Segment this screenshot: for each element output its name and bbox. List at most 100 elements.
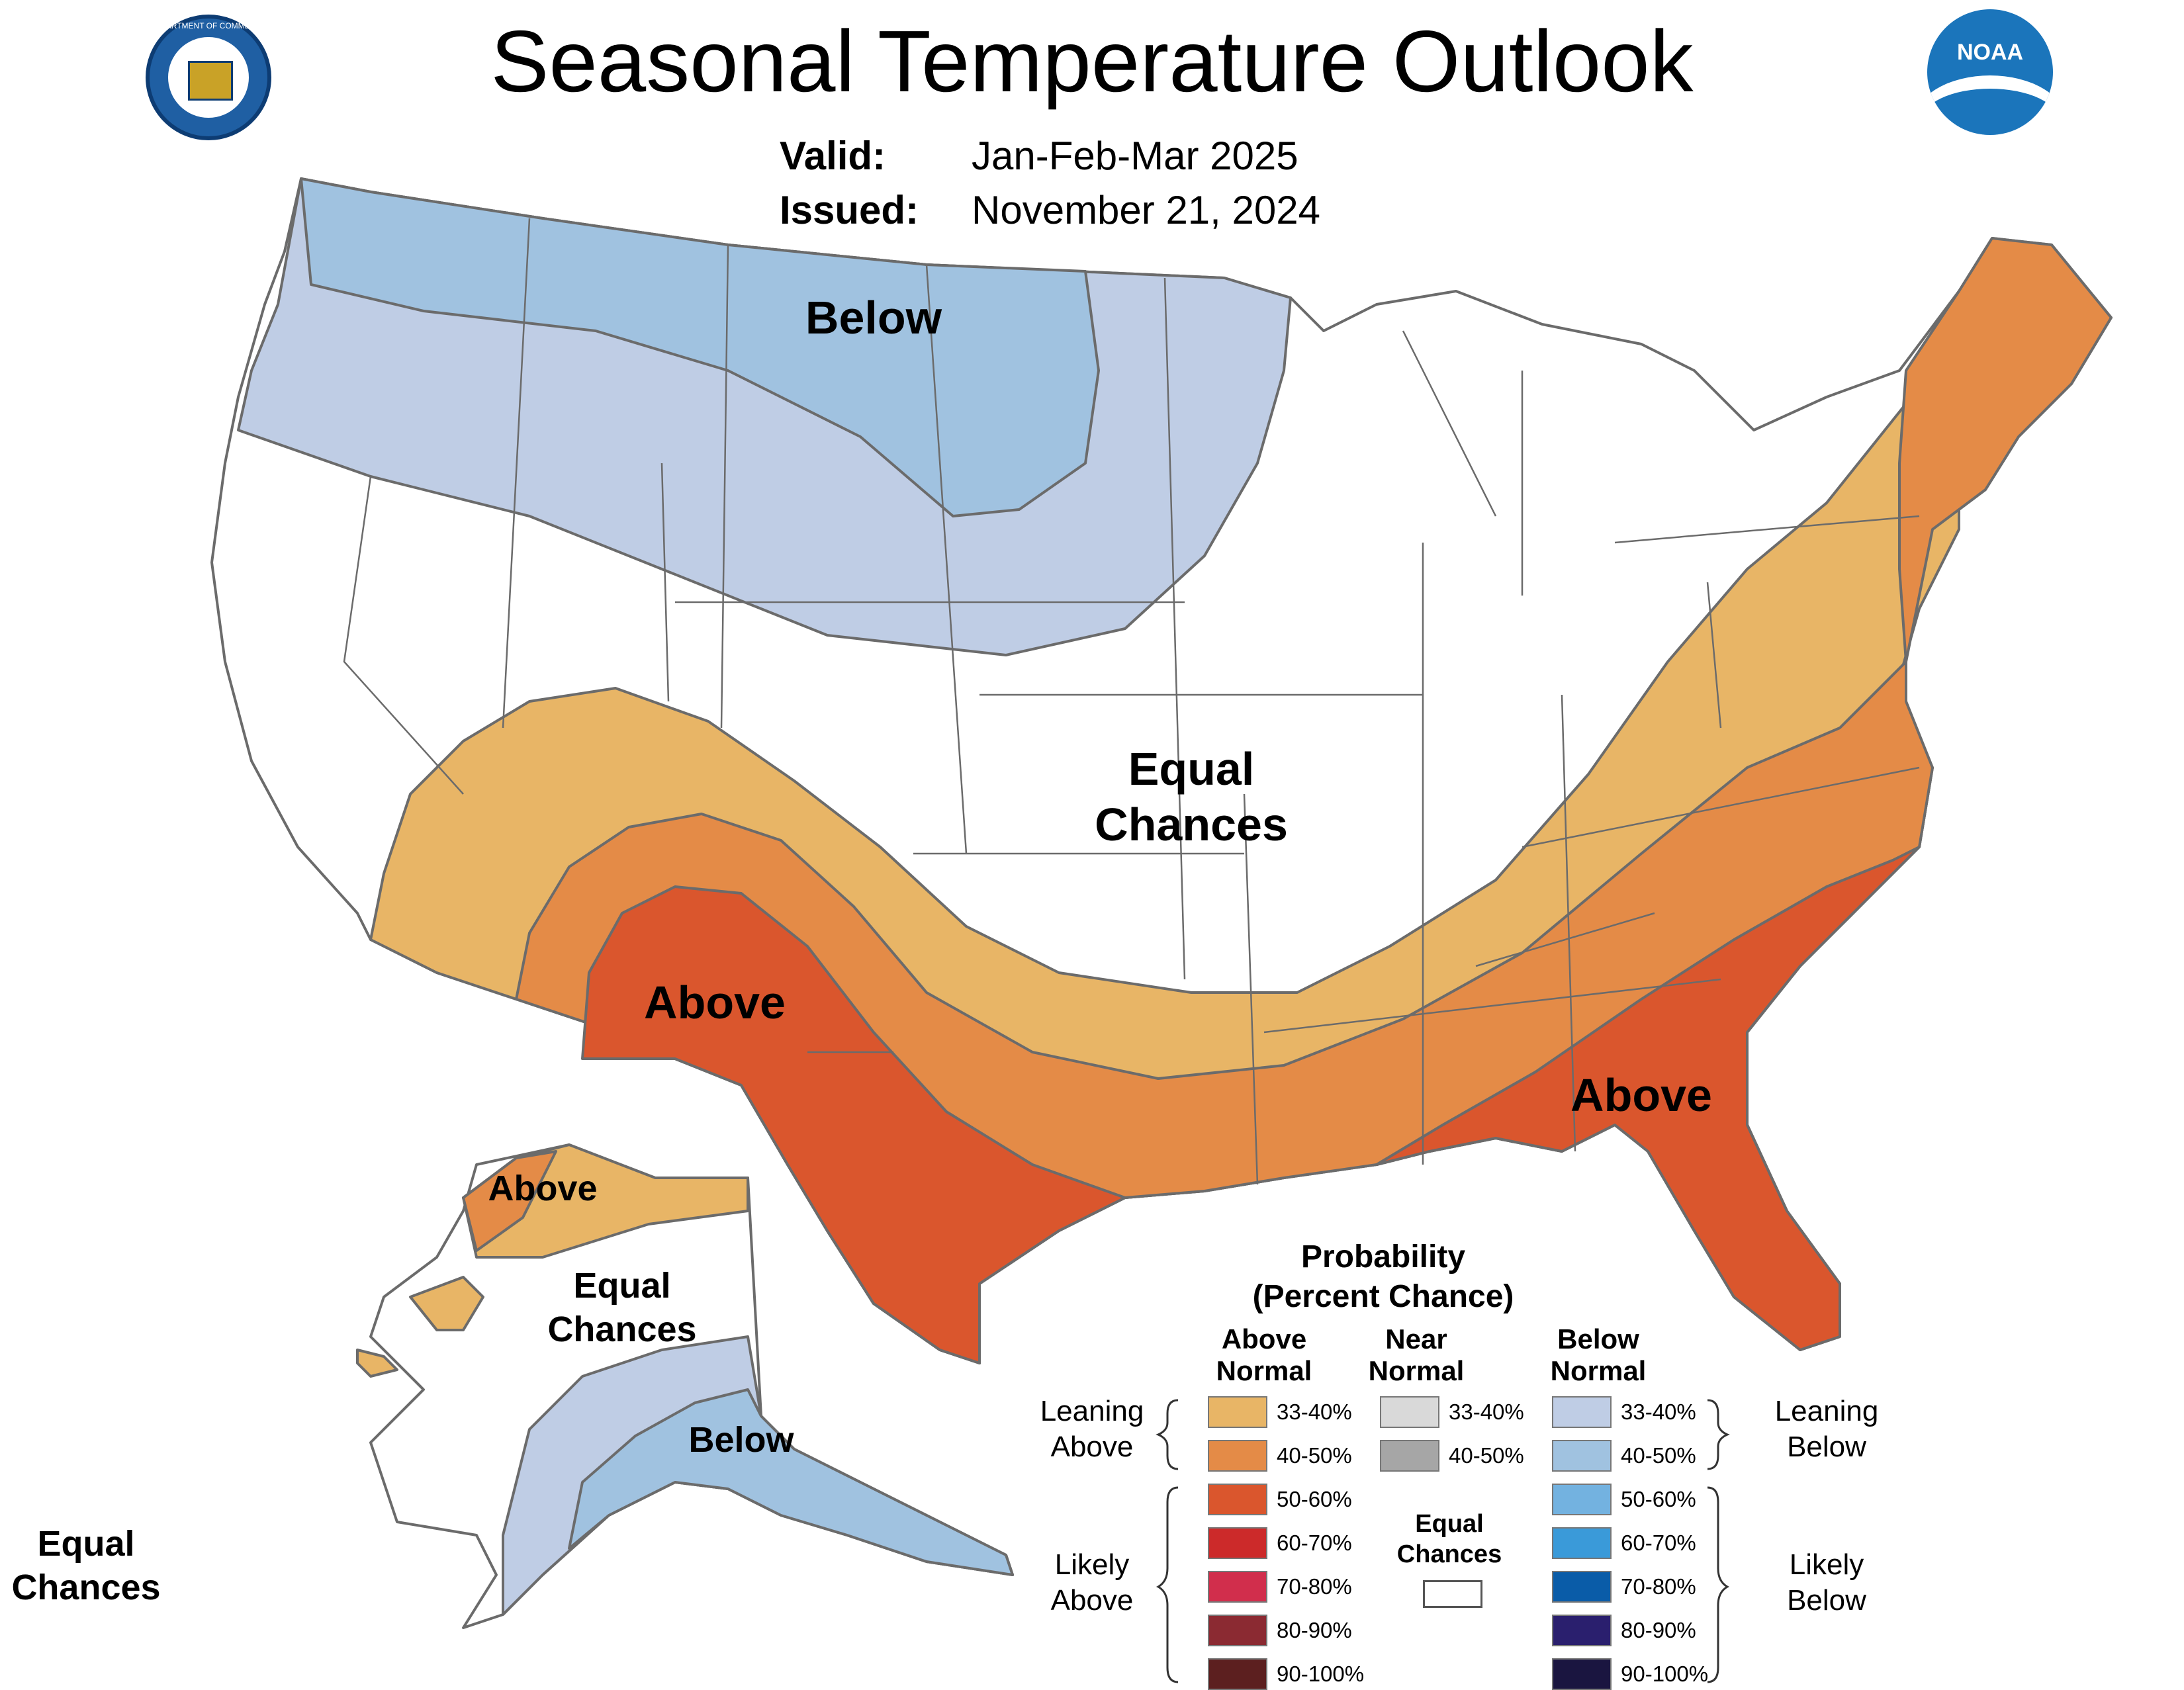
legend-likely-above-label: Likely Above bbox=[1019, 1547, 1165, 1619]
legend-near-head-2: Normal bbox=[1368, 1355, 1465, 1386]
legend-above-pct-4: 70-80% bbox=[1277, 1574, 1352, 1599]
legend-below-pct-2: 50-60% bbox=[1621, 1487, 1696, 1511]
legend-above-column: 33-40% 40-50% 50-60% 60-70% 70-80% 80-90% 90-1… bbox=[1208, 1396, 1367, 1690]
likely-above-line-1: Likely bbox=[1054, 1548, 1130, 1581]
aleutian-equal-line-2: Chances bbox=[11, 1568, 161, 1607]
conus-above-southeast-label: Above bbox=[1570, 1069, 1712, 1121]
issued-line: Issued: November 21, 2024 bbox=[780, 187, 1320, 234]
legend-below-swatch-0 bbox=[1552, 1396, 1612, 1428]
legend-below-swatch-2 bbox=[1552, 1484, 1612, 1515]
legend-below-swatch-5 bbox=[1552, 1615, 1612, 1646]
legend-above-swatch-6 bbox=[1208, 1658, 1267, 1690]
commerce-seal-text: DEPARTMENT OF COMMERCE bbox=[150, 21, 267, 30]
legend-below-pct-0: 33-40% bbox=[1621, 1400, 1696, 1424]
legend-likely-below-label: Likely Below bbox=[1747, 1547, 1906, 1619]
legend-below-head-2: Normal bbox=[1550, 1355, 1647, 1386]
legend-title-line-2: (Percent Chance) bbox=[1252, 1279, 1514, 1314]
legend-below-pct-1: 40-50% bbox=[1621, 1443, 1696, 1468]
legend-above-head-1: Above bbox=[1221, 1323, 1307, 1355]
legend-leaning-below-label: Leaning Below bbox=[1747, 1394, 1906, 1465]
legend-above-swatch-4 bbox=[1208, 1571, 1267, 1603]
aleutian-equal-line-1: Equal bbox=[37, 1524, 135, 1564]
legend-above-pct-0: 33-40% bbox=[1277, 1400, 1352, 1424]
legend-title: Probability (Percent Chance) bbox=[1218, 1237, 1549, 1317]
commerce-seal-icon: DEPARTMENT OF COMMERCE bbox=[146, 15, 271, 140]
legend-below-head-1: Below bbox=[1557, 1323, 1639, 1355]
conus-below-label: Below bbox=[805, 292, 942, 343]
legend-equal-chances-swatch bbox=[1423, 1580, 1482, 1608]
leaning-below-line-2: Below bbox=[1787, 1431, 1866, 1463]
leaning-above-line-1: Leaning bbox=[1040, 1395, 1144, 1427]
legend-near-swatch-1 bbox=[1380, 1440, 1439, 1472]
legend-left-braces bbox=[1156, 1399, 1179, 1683]
issued-label: Issued: bbox=[780, 188, 919, 232]
legend-above-swatch-2 bbox=[1208, 1484, 1267, 1515]
legend-title-line-1: Probability bbox=[1300, 1239, 1466, 1274]
likely-below-line-2: Below bbox=[1787, 1584, 1866, 1617]
conus-equal-line-1: Equal bbox=[1128, 743, 1255, 795]
legend-leaning-above-label: Leaning Above bbox=[1019, 1394, 1165, 1465]
alaska-equal-line-2: Chances bbox=[547, 1310, 697, 1349]
conus-equal-line-2: Chances bbox=[1095, 799, 1288, 850]
legend-near-column: 33-40% 40-50% bbox=[1380, 1396, 1525, 1476]
noaa-logo-text: NOAA bbox=[1956, 40, 2024, 65]
conus-above-southwest-label: Above bbox=[644, 977, 786, 1028]
legend-right-braces bbox=[1707, 1399, 1730, 1683]
legend-below-swatch-1 bbox=[1552, 1440, 1612, 1472]
legend-below-pct-6: 90-100% bbox=[1621, 1662, 1709, 1686]
legend-above-pct-3: 60-70% bbox=[1277, 1531, 1352, 1555]
alaska-equal-line-1: Equal bbox=[573, 1266, 671, 1306]
alaska-above-40-50 bbox=[462, 1150, 557, 1252]
alaska-below-40-50 bbox=[568, 1388, 1014, 1576]
legend-above-head-2: Normal bbox=[1216, 1355, 1312, 1386]
page-title: Seasonal Temperature Outlook bbox=[490, 13, 1694, 110]
aleutian-equal-chances-label: Equal Chances bbox=[0, 1522, 172, 1609]
legend-near-swatch-0 bbox=[1380, 1396, 1439, 1428]
valid-label: Valid: bbox=[780, 134, 886, 178]
legend-near-normal-head: Near Normal bbox=[1363, 1323, 1469, 1387]
legend-below-swatch-3 bbox=[1552, 1527, 1612, 1559]
equal-chances-line-2: Chances bbox=[1396, 1540, 1502, 1568]
legend-near-pct-0: 33-40% bbox=[1449, 1400, 1524, 1424]
leaning-above-line-2: Above bbox=[1050, 1431, 1134, 1463]
alaska-equal-chances-label: Equal Chances bbox=[503, 1264, 741, 1351]
legend-above-pct-2: 50-60% bbox=[1277, 1487, 1352, 1511]
legend-above-pct-6: 90-100% bbox=[1277, 1662, 1365, 1686]
conus-equal-chances-label: Equal Chances bbox=[1026, 741, 1357, 852]
issued-value: November 21, 2024 bbox=[972, 188, 1320, 232]
legend-near-head-1: Near bbox=[1385, 1323, 1447, 1355]
alaska-below-label: Below bbox=[688, 1420, 794, 1460]
legend-above-swatch-3 bbox=[1208, 1527, 1267, 1559]
legend-above-swatch-5 bbox=[1208, 1615, 1267, 1646]
legend-below-pct-4: 70-80% bbox=[1621, 1574, 1696, 1599]
legend: Probability (Percent Chance) Above Norma… bbox=[1019, 1237, 1747, 1690]
leaning-below-line-1: Leaning bbox=[1774, 1395, 1879, 1427]
legend-below-swatch-6 bbox=[1552, 1658, 1612, 1690]
likely-below-line-1: Likely bbox=[1789, 1548, 1864, 1581]
legend-equal-chances-label: Equal Chances bbox=[1387, 1509, 1512, 1570]
legend-below-column: 33-40% 40-50% 50-60% 60-70% 70-80% 80-90% 90-1… bbox=[1552, 1396, 1711, 1690]
equal-chances-line-1: Equal bbox=[1415, 1510, 1484, 1538]
likely-above-line-2: Above bbox=[1050, 1584, 1134, 1617]
above-50-60-zone-southeast bbox=[1375, 846, 1921, 1351]
legend-above-pct-1: 40-50% bbox=[1277, 1443, 1352, 1468]
legend-below-swatch-4 bbox=[1552, 1571, 1612, 1603]
legend-below-pct-3: 60-70% bbox=[1621, 1531, 1696, 1555]
legend-below-normal-head: Below Normal bbox=[1532, 1323, 1664, 1387]
alaska-island-orange-2 bbox=[356, 1349, 398, 1378]
alaska-island-orange bbox=[409, 1276, 484, 1331]
noaa-logo-icon: NOAA bbox=[1927, 9, 2053, 135]
above-40-50-northeast bbox=[1898, 237, 2113, 663]
alaska-above-label: Above bbox=[488, 1169, 598, 1208]
valid-value: Jan-Feb-Mar 2025 bbox=[972, 134, 1298, 178]
valid-line: Valid: Jan-Feb-Mar 2025 bbox=[780, 132, 1298, 180]
legend-above-pct-5: 80-90% bbox=[1277, 1618, 1352, 1642]
legend-above-swatch-1 bbox=[1208, 1440, 1267, 1472]
state-boundaries bbox=[343, 218, 1920, 1185]
legend-above-normal-head: Above Normal bbox=[1198, 1323, 1330, 1387]
legend-below-pct-5: 80-90% bbox=[1621, 1618, 1696, 1642]
legend-near-pct-1: 40-50% bbox=[1449, 1443, 1524, 1468]
above-50-60-zone bbox=[581, 885, 1126, 1364]
legend-above-swatch-0 bbox=[1208, 1396, 1267, 1428]
